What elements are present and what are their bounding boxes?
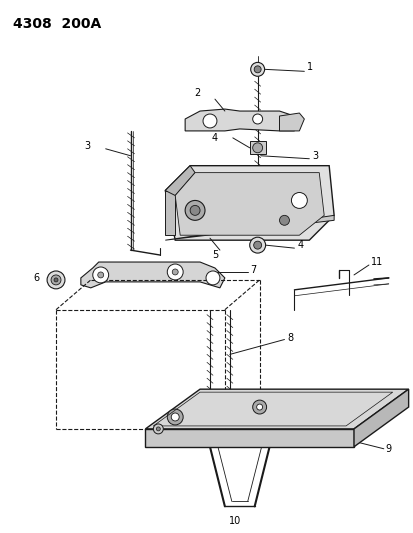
Circle shape [279,215,289,225]
Polygon shape [165,166,195,196]
Circle shape [206,271,219,285]
Text: 3: 3 [84,141,90,151]
Circle shape [167,409,183,425]
Circle shape [252,400,266,414]
Polygon shape [175,173,323,235]
Circle shape [97,272,103,278]
Polygon shape [145,389,408,429]
Polygon shape [165,166,333,240]
Text: 9: 9 [385,444,391,454]
Polygon shape [249,141,265,154]
Circle shape [93,267,108,283]
Text: 4: 4 [211,133,217,143]
Circle shape [250,62,264,76]
Text: 3: 3 [311,151,318,161]
Circle shape [167,264,183,280]
Text: 2: 2 [193,88,199,98]
Text: 10: 10 [228,516,240,526]
Text: 4: 4 [297,240,303,250]
Circle shape [253,241,261,249]
Circle shape [249,237,265,253]
Polygon shape [165,190,175,235]
Circle shape [252,114,262,124]
Text: 8: 8 [287,333,293,343]
Circle shape [156,427,160,431]
Circle shape [254,66,261,73]
Circle shape [185,200,204,220]
Circle shape [202,114,216,128]
Text: 6: 6 [33,273,39,283]
Polygon shape [185,109,294,131]
Circle shape [153,424,163,434]
Circle shape [172,269,178,275]
Polygon shape [165,215,333,240]
Text: 7: 7 [249,265,255,275]
Polygon shape [145,429,353,447]
Text: 1: 1 [306,62,313,72]
Circle shape [190,205,199,215]
Text: 11: 11 [370,257,382,267]
Circle shape [252,143,262,153]
Text: 5: 5 [211,250,218,260]
Polygon shape [353,389,408,447]
Circle shape [171,413,179,421]
Circle shape [54,278,58,282]
Polygon shape [81,262,224,288]
Circle shape [51,275,61,285]
Circle shape [47,271,65,289]
Polygon shape [279,113,304,131]
Circle shape [256,404,262,410]
Circle shape [291,192,306,208]
Text: 4308  200A: 4308 200A [13,17,101,30]
